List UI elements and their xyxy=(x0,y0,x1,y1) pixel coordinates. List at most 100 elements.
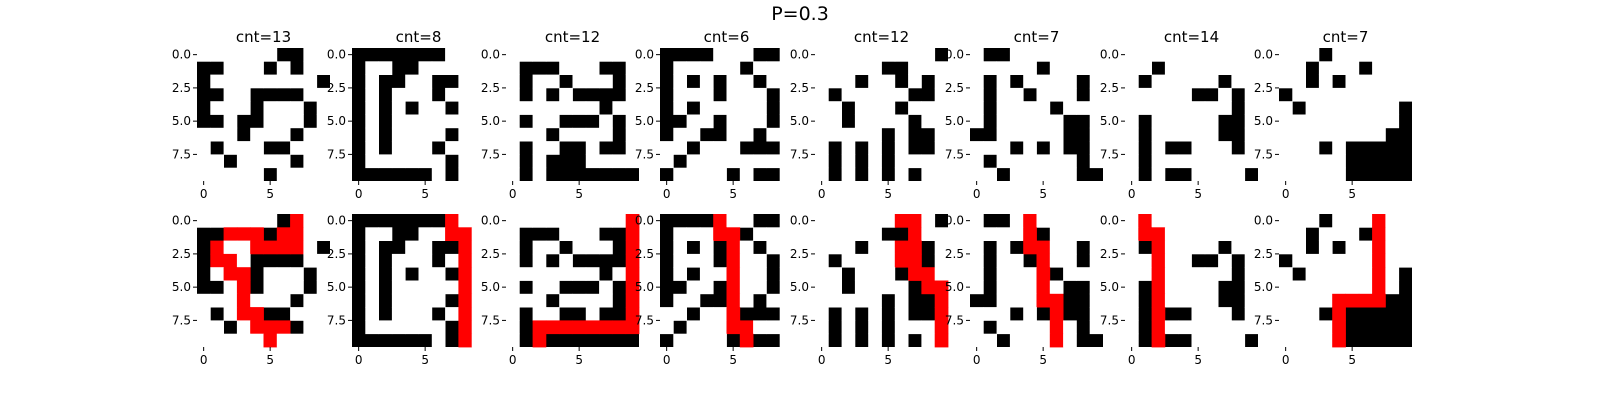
path-cell xyxy=(1151,293,1166,308)
open-cell xyxy=(868,167,882,182)
open-cell xyxy=(815,214,829,228)
open-cell xyxy=(921,114,936,129)
open-cell xyxy=(854,214,869,228)
open-cell xyxy=(532,253,547,268)
open-cell xyxy=(996,141,1011,155)
y-tick-label: 7.5 xyxy=(635,313,654,327)
open-cell xyxy=(303,74,318,89)
y-tick-label: 0.0 xyxy=(1100,214,1119,228)
open-cell xyxy=(290,307,304,321)
path-cell xyxy=(263,333,278,348)
open-cell xyxy=(471,253,486,268)
open-cell xyxy=(970,280,984,295)
open-cell xyxy=(532,141,547,155)
open-cell xyxy=(1178,293,1192,308)
open-cell xyxy=(1125,227,1139,241)
open-cell xyxy=(1125,114,1139,129)
open-cell xyxy=(699,307,714,321)
open-cell xyxy=(686,253,701,268)
open-cell xyxy=(519,293,533,308)
open-cell xyxy=(585,127,600,142)
open-cell xyxy=(585,293,600,308)
open-cell xyxy=(1164,114,1179,129)
path-cell xyxy=(908,267,922,281)
path-cell xyxy=(1151,333,1166,348)
open-cell xyxy=(868,333,882,348)
path-cell xyxy=(236,280,251,295)
open-cell xyxy=(1009,101,1024,115)
open-cell xyxy=(303,253,318,268)
x-tick-label: 5 xyxy=(1348,353,1356,367)
open-cell xyxy=(660,320,674,335)
open-cell xyxy=(1151,141,1166,155)
open-cell xyxy=(854,267,869,281)
open-cell xyxy=(1292,74,1306,89)
open-cell xyxy=(210,74,224,89)
open-cell xyxy=(1204,240,1219,255)
open-cell xyxy=(1231,61,1246,75)
y-tick-label: 7.5 xyxy=(1254,313,1273,327)
open-cell xyxy=(405,293,419,308)
open-cell xyxy=(572,127,587,142)
open-cell xyxy=(726,214,741,228)
path-cell xyxy=(625,280,640,295)
open-cell xyxy=(445,280,459,295)
open-cell xyxy=(1009,114,1024,129)
open-cell xyxy=(418,87,433,102)
open-cell xyxy=(815,154,829,169)
open-cell xyxy=(894,48,909,62)
path-cell xyxy=(1372,240,1386,255)
open-cell xyxy=(625,127,640,142)
open-cell xyxy=(1398,214,1413,228)
open-cell xyxy=(934,253,949,268)
open-cell xyxy=(197,127,211,142)
open-cell xyxy=(1009,320,1024,335)
open-cell xyxy=(766,293,781,308)
open-cell xyxy=(391,87,406,102)
open-cell xyxy=(1151,48,1166,62)
open-cell xyxy=(1398,240,1413,255)
open-cell xyxy=(699,280,714,295)
open-cell xyxy=(739,267,754,281)
open-cell xyxy=(1332,167,1346,182)
path-cell xyxy=(1049,320,1064,335)
open-cell xyxy=(739,154,754,169)
open-cell xyxy=(1292,61,1306,75)
x-tick-label: 0 xyxy=(355,353,363,367)
open-cell xyxy=(970,333,984,348)
open-cell xyxy=(1279,167,1293,182)
open-cell xyxy=(1089,227,1104,241)
open-cell xyxy=(1049,114,1064,129)
path-cell xyxy=(625,307,640,321)
y-tick-label: 7.5 xyxy=(945,313,964,327)
open-cell xyxy=(1125,167,1139,182)
maze-panel-8: 0 5 0.0 2.5 5.0 7.5 cnt=7 xyxy=(1254,28,1413,201)
open-cell xyxy=(1164,267,1179,281)
y-tick-label: 5.0 xyxy=(790,114,809,128)
open-cell xyxy=(1358,101,1373,115)
y-tick-label: 7.5 xyxy=(1100,313,1119,327)
open-cell xyxy=(660,154,674,169)
open-cell xyxy=(532,214,547,228)
solution-panel-4: 0 5 0.0 2.5 5.0 7.5 xyxy=(635,214,794,367)
open-cell xyxy=(1178,154,1192,169)
open-cell xyxy=(545,114,560,129)
open-cell xyxy=(983,307,997,321)
open-cell xyxy=(506,240,520,255)
open-cell xyxy=(316,154,331,169)
open-cell xyxy=(559,127,573,142)
path-cell xyxy=(276,227,291,241)
open-cell xyxy=(970,240,984,255)
open-cell xyxy=(471,167,486,182)
open-cell xyxy=(316,167,331,182)
open-cell xyxy=(1036,127,1051,142)
open-cell xyxy=(532,240,547,255)
open-cell xyxy=(405,114,419,129)
path-cell xyxy=(726,280,741,295)
open-cell xyxy=(545,101,560,115)
open-cell xyxy=(1023,293,1037,308)
open-cell xyxy=(197,320,211,335)
open-cell xyxy=(1292,227,1306,241)
open-cell xyxy=(210,333,224,348)
open-cell xyxy=(1318,101,1333,115)
